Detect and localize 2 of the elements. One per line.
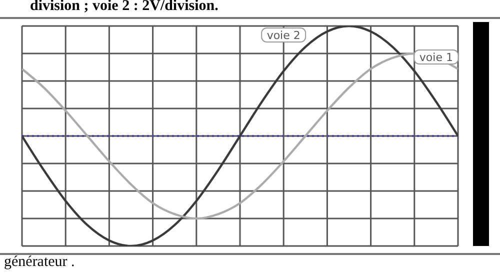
text: générateur .	[4, 254, 75, 271]
series-label: voie 2	[266, 29, 300, 42]
